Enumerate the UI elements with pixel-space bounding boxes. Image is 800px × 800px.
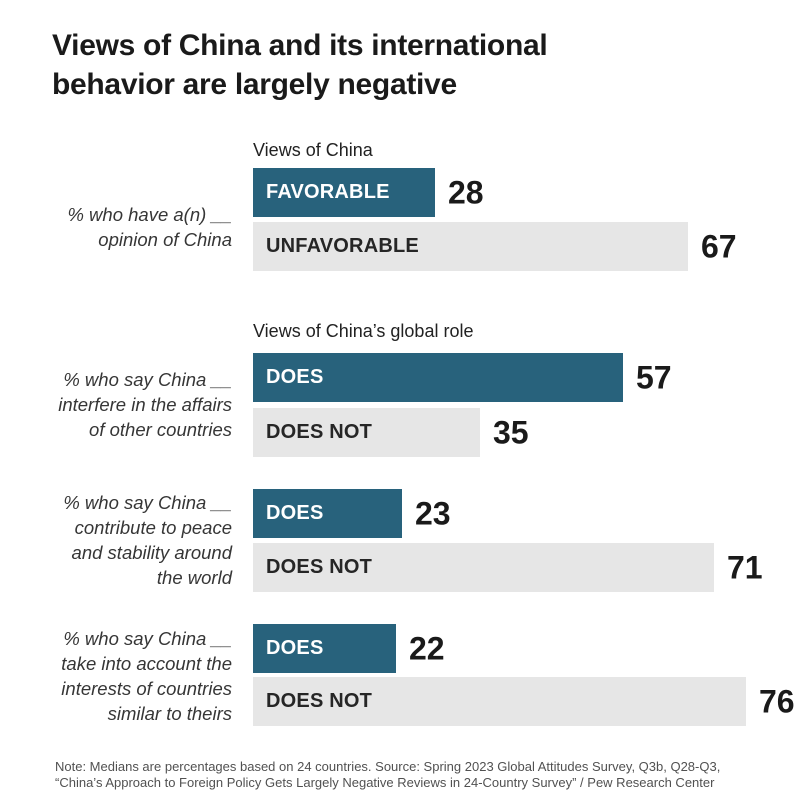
chart-title: Views of China and its international beh…: [52, 26, 732, 104]
bar-label-does-not: DOES NOT: [266, 421, 373, 443]
section-header-global-role: Views of China’s global role: [253, 321, 474, 341]
label-line: similar to theirs: [107, 703, 232, 724]
title-line: Views of China and its international: [52, 29, 548, 62]
bar-label-does-not: DOES NOT: [266, 556, 373, 578]
bar-does-contribute: DOES 23: [253, 489, 451, 538]
bar-does-not-interfere: DOES NOT 35: [253, 408, 529, 457]
label-line: interests of countries: [61, 678, 232, 699]
question-label-opinion-of-china: % who have a(n) __ opinion of China: [20, 202, 232, 252]
label-line: and stability around: [71, 542, 232, 563]
label-line: contribute to peace: [74, 517, 232, 538]
label-line: of other countries: [89, 419, 232, 440]
bar-does-take-into-account: DOES 22: [253, 624, 445, 673]
bar-label-does: DOES: [266, 502, 324, 524]
note-line: Note: Medians are percentages based on 2…: [55, 759, 721, 774]
bar-does-not-take-into-account: DOES NOT 76: [253, 677, 795, 726]
label-line: % who say China __: [63, 492, 232, 513]
bar-favorable: FAVORABLE 28: [253, 168, 484, 217]
bar-label-does: DOES: [266, 366, 324, 388]
bar-label-favorable: FAVORABLE: [266, 181, 390, 203]
note-line: “China’s Approach to Foreign Policy Gets…: [55, 774, 715, 790]
bar-unfavorable: UNFAVORABLE 67: [253, 222, 737, 271]
section-header-views-of-china: Views of China: [253, 140, 373, 160]
label-line: opinion of China: [98, 229, 232, 250]
label-line: the world: [156, 567, 232, 588]
label-line: % who have a(n) __: [67, 204, 232, 225]
bar-value-does: 57: [636, 359, 672, 395]
bar-value-does: 23: [415, 495, 451, 531]
bar-value-does-not: 35: [493, 414, 529, 450]
bar-label-does: DOES: [266, 637, 324, 659]
label-line: % who say China __: [63, 628, 232, 649]
bar-value-does: 22: [409, 630, 445, 666]
bar-value-unfavorable: 67: [701, 228, 737, 264]
bar-value-does-not: 71: [727, 549, 763, 585]
source-note: Note: Medians are percentages based on 2…: [55, 759, 775, 790]
bar-value-does-not: 76: [759, 683, 795, 719]
label-line: % who say China __: [63, 369, 232, 390]
bar-label-unfavorable: UNFAVORABLE: [266, 235, 419, 257]
bar-does-not-contribute: DOES NOT 71: [253, 543, 763, 592]
label-line: take into account the: [61, 653, 232, 674]
bar-value-favorable: 28: [448, 174, 484, 210]
title-line: behavior are largely negative: [52, 68, 457, 101]
question-label-interfere: % who say China __ interfere in the affa…: [20, 367, 232, 442]
bar-label-does-not: DOES NOT: [266, 690, 373, 712]
question-label-peace-stability: % who say China __ contribute to peace a…: [20, 490, 232, 590]
question-label-interests: % who say China __ take into account the…: [20, 626, 232, 726]
bar-does-interfere: DOES 57: [253, 353, 672, 402]
label-line: interfere in the affairs: [58, 394, 232, 415]
